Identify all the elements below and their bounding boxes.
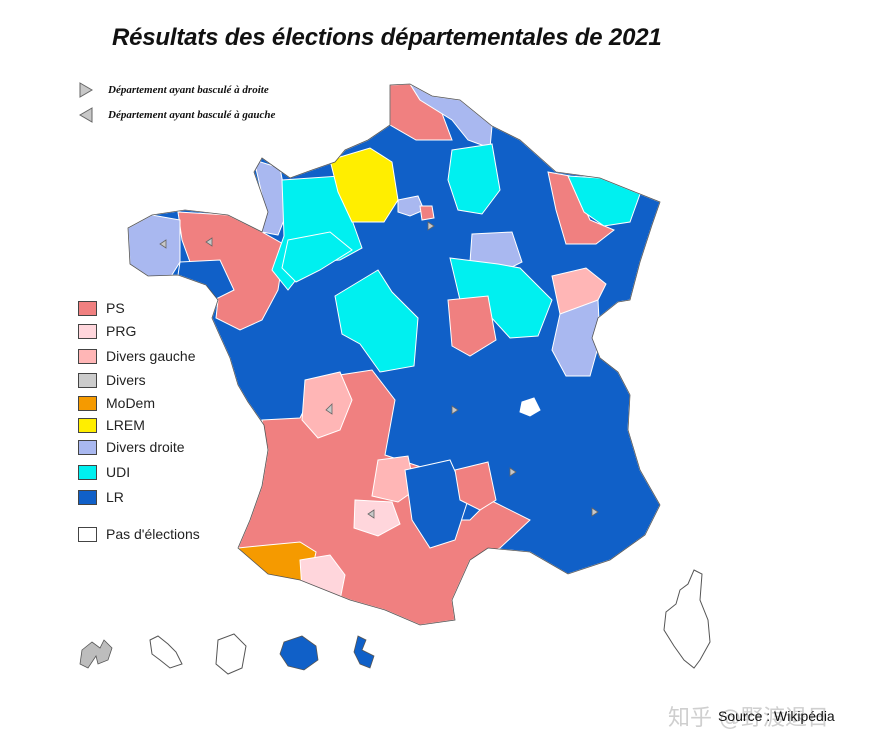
legend-swatch-prg (78, 324, 97, 339)
overseas-territories (79, 633, 375, 675)
left-flip-icon (367, 509, 375, 519)
legend-label-udi: UDI (106, 464, 131, 480)
region-aveyron-lr (404, 459, 469, 549)
legend-label-divers: Divers (106, 372, 146, 388)
legend-label-pas-elections: Pas d'élections (106, 526, 200, 542)
region-seine-saint-denis-ps (419, 205, 435, 221)
legend-swatch-lr (78, 490, 97, 505)
region-paris-divers-droite (397, 195, 425, 217)
region-aisne-udi (447, 143, 501, 215)
region-centre-udi (334, 269, 419, 373)
legend-label-divers-droite: Divers droite (106, 439, 185, 455)
legend-swatch-udi (78, 465, 97, 480)
left-flip-icon (159, 239, 167, 249)
legend-swatch-modem (78, 396, 97, 411)
map-mainland (127, 83, 661, 626)
legend-label-modem: MoDem (106, 395, 156, 411)
mayotte-shape (353, 635, 375, 669)
legend-label-ps: PS (106, 300, 125, 316)
legend-label-divers-gauche: Divers gauche (106, 348, 196, 364)
right-flip-icon (591, 507, 599, 517)
region-eure-et-loir-udi (281, 231, 353, 283)
region-limousin-divers-gauche (301, 371, 353, 439)
region-jura-divers-droite (551, 299, 601, 377)
legend-swatch-lrem (78, 418, 97, 433)
legend-swatch-pas-elections (78, 527, 97, 542)
legend-swatch-ps (78, 301, 97, 316)
source-caption: Source : Wikipédia (718, 708, 835, 724)
guyane-shape (215, 633, 247, 675)
legend-left-arrow-label: Département ayant basculé à gauche (108, 109, 276, 121)
right-flip-icon (509, 467, 517, 477)
region-rhone-no-election (519, 397, 541, 417)
reunion-shape (279, 635, 319, 671)
legend-label-lr: LR (106, 489, 124, 505)
left-flip-icon (205, 237, 213, 247)
right-flip-icon (427, 221, 435, 231)
flip-markers (159, 221, 599, 519)
right-triangle-icon (79, 82, 93, 98)
region-lot-divers-gauche (371, 455, 416, 503)
legend-label-prg: PRG (106, 323, 137, 339)
martinique-shape (149, 635, 183, 669)
legend-right-arrow-label: Département ayant basculé à droite (108, 84, 269, 96)
legend-swatch-divers (78, 373, 97, 388)
left-triangle-icon (79, 107, 93, 123)
region-finistere-divers-droite (128, 214, 181, 279)
legend-swatch-divers-droite (78, 440, 97, 455)
region-eure-lrem (329, 147, 399, 223)
left-flip-icon (325, 403, 333, 415)
mainland-outline (127, 83, 661, 626)
region-nievre-ps (447, 295, 497, 357)
legend-label-lrem: LREM (106, 417, 145, 433)
map-title: Résultats des élections départementales … (112, 24, 662, 51)
region-tarn-et-garonne-prg (353, 499, 401, 537)
corsica-outline (663, 569, 711, 669)
guadeloupe-shape (79, 639, 113, 669)
region-ardeche-ps (454, 461, 497, 511)
legend-swatch-divers-gauche (78, 349, 97, 364)
right-flip-icon (451, 405, 459, 415)
